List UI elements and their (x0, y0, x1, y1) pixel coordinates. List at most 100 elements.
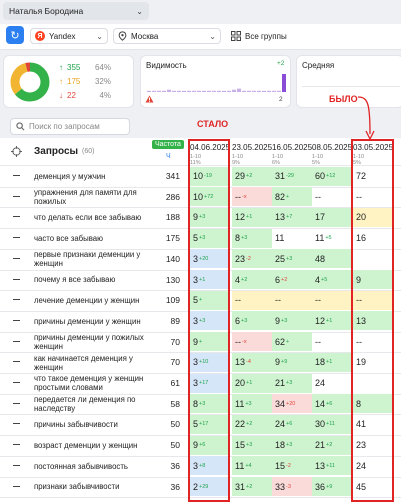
query-text[interactable]: передается ли деменция по наследству (34, 395, 136, 414)
position-cell[interactable]: 5 +3 (190, 228, 230, 248)
date-column-header[interactable]: 08.05.2025 (312, 143, 353, 152)
minus-icon[interactable] (13, 278, 20, 280)
position-cell[interactable]: 62 + (272, 332, 312, 352)
position-cell[interactable]: 5 +17 (190, 414, 230, 434)
position-cell[interactable]: 21 +3 (272, 373, 312, 393)
position-cell[interactable]: 13 (353, 311, 393, 331)
position-cell[interactable]: 41 (353, 415, 393, 434)
query-text[interactable]: возраст деменции у женщин (34, 440, 138, 450)
position-cell[interactable]: 6 +3 (232, 311, 272, 331)
minus-icon[interactable] (13, 319, 20, 321)
position-cell[interactable]: 24 (312, 374, 352, 393)
position-cell[interactable]: -- (272, 290, 312, 310)
frequency-badge[interactable]: Частота (152, 140, 184, 149)
date-column-header[interactable]: 03.05.2025 (353, 143, 394, 152)
position-cell[interactable]: 11 +5 (312, 229, 352, 248)
position-cell[interactable]: 9 +6 (190, 435, 230, 455)
position-cell[interactable]: 19 (353, 353, 393, 372)
query-text[interactable]: лечение деменции у женщин (34, 296, 140, 306)
query-text[interactable]: что такое деменция у женщин простыми сло… (34, 374, 144, 393)
position-cell[interactable]: 24 (353, 456, 393, 475)
minus-icon[interactable] (13, 402, 20, 404)
position-cell[interactable]: 9 +3 (272, 311, 312, 331)
position-cell[interactable]: -- (353, 290, 393, 310)
position-cell[interactable]: 13 -4 (232, 352, 272, 372)
refresh-icon[interactable]: ↻ (6, 26, 24, 44)
date-column-header[interactable]: 04.06.2025 (190, 143, 231, 152)
position-cell[interactable]: 25 +3 (272, 249, 312, 269)
position-cell[interactable]: 20 +1 (232, 373, 272, 393)
position-cell[interactable]: 29 +2 (232, 166, 272, 186)
position-cell[interactable]: -- (353, 332, 393, 351)
minus-icon[interactable] (13, 340, 20, 342)
position-cell[interactable]: 9 +3 (190, 207, 230, 227)
query-text[interactable]: признаки забывчивости (34, 482, 120, 492)
position-cell[interactable]: 15 +3 (232, 435, 272, 455)
query-text[interactable]: причины забывчивости (34, 420, 118, 430)
position-cell[interactable]: 33 -3 (272, 477, 312, 496)
position-cell[interactable]: 31 -29 (272, 166, 312, 186)
position-cell[interactable]: 18 +3 (272, 435, 312, 455)
position-cell[interactable]: 82 + (272, 187, 312, 207)
minus-icon[interactable] (13, 237, 20, 239)
minus-icon[interactable] (13, 485, 20, 487)
position-cell[interactable]: 20 (353, 207, 393, 227)
position-cell[interactable]: -- (312, 332, 352, 351)
position-cell[interactable]: -- (312, 187, 352, 206)
position-cell[interactable]: 3 +20 (190, 249, 230, 269)
position-cell[interactable]: 34 +20 (272, 394, 312, 414)
position-cell[interactable]: 45 (353, 477, 393, 496)
query-text[interactable]: причины деменции у женщин (34, 316, 141, 326)
position-cell[interactable]: 60 +12 (312, 166, 352, 186)
position-cell[interactable]: 3 +17 (190, 373, 230, 393)
position-cell[interactable]: 23 (353, 436, 393, 455)
minus-icon[interactable] (13, 361, 20, 363)
position-cell[interactable]: -- (353, 187, 393, 206)
position-cell[interactable]: 21 +2 (312, 435, 352, 455)
date-column-header[interactable]: 16.05.2025 (272, 143, 313, 152)
position-cell[interactable]: 31 +2 (232, 477, 272, 496)
region-select[interactable]: Москва ⌄ (113, 28, 221, 44)
position-cell[interactable]: 6 +2 (272, 270, 312, 289)
position-cell[interactable]: -- (232, 290, 272, 310)
search-engine-select[interactable]: Я Yandex ⌄ (30, 28, 108, 44)
position-cell[interactable]: 12 +1 (232, 207, 272, 227)
position-cell[interactable]: 8 (353, 394, 393, 414)
position-cell[interactable]: 30 +11 (312, 414, 352, 434)
query-text[interactable]: что делать если все забываю (34, 213, 142, 223)
position-cell[interactable]: 9 + (190, 332, 230, 352)
query-text[interactable]: почему я все забываю (34, 275, 116, 285)
query-text[interactable]: первые признаки деменции у женщин (34, 250, 141, 269)
position-cell[interactable]: 8 +3 (232, 228, 272, 248)
position-cell[interactable]: 36 +9 (312, 477, 352, 496)
position-cell[interactable]: 2 +29 (190, 477, 230, 496)
position-cell[interactable]: 11 (272, 229, 312, 248)
query-text[interactable]: причины деменции у пожилых женщин (34, 332, 144, 351)
position-cell[interactable]: 4 +5 (312, 270, 352, 289)
position-cell[interactable]: 72 (353, 167, 393, 186)
position-cell[interactable]: 12 +1 (312, 311, 352, 331)
position-cell[interactable]: 48 (312, 249, 352, 269)
position-cell[interactable]: 4 +2 (232, 270, 272, 289)
position-cell[interactable]: 3 +1 (190, 270, 230, 289)
minus-icon[interactable] (13, 464, 20, 466)
position-cell[interactable]: 3 +10 (190, 352, 230, 372)
date-column-header[interactable]: 23.05.2025 (232, 143, 273, 152)
groups-select[interactable]: Все группы (227, 28, 311, 44)
minus-icon[interactable] (13, 423, 20, 425)
position-cell[interactable]: 10 -19 (190, 166, 230, 186)
position-cell[interactable]: -- -x (232, 332, 272, 352)
position-cell[interactable]: 8 +3 (190, 394, 230, 414)
position-cell[interactable]: 5 + (190, 290, 230, 310)
position-cell[interactable]: 24 +6 (272, 414, 312, 434)
minus-icon[interactable] (13, 444, 20, 446)
position-cell[interactable]: 16 (353, 229, 393, 248)
position-cell[interactable]: 9 (353, 270, 393, 289)
minus-icon[interactable] (13, 382, 20, 383)
position-cell[interactable]: 11 +4 (232, 456, 272, 476)
position-cell[interactable]: 3 +3 (190, 311, 230, 331)
query-text[interactable]: деменция у мужчин (34, 171, 106, 181)
position-cell[interactable]: -- (312, 290, 352, 310)
position-cell[interactable]: 22 +2 (232, 414, 272, 434)
position-cell[interactable]: 23 -2 (232, 249, 272, 269)
